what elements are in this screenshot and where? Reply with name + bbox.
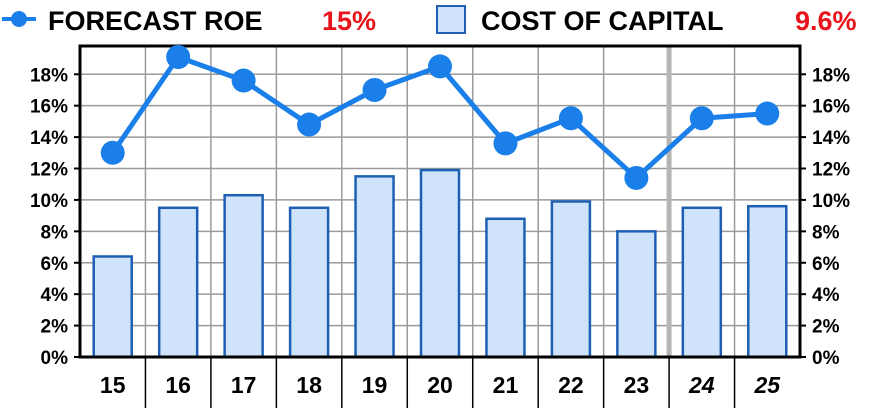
legend-roe-label: FORECAST ROE bbox=[48, 6, 263, 36]
legend: FORECAST ROE 15% COST OF CAPITAL 9.6% bbox=[2, 5, 857, 36]
forecast-roe-point bbox=[100, 140, 125, 165]
cost-of-capital-bar bbox=[354, 175, 395, 359]
x-tick-label: 15 bbox=[100, 372, 126, 398]
x-tick-label: 17 bbox=[231, 372, 257, 398]
forecast-roe-point bbox=[297, 112, 322, 137]
y-tick-label-right: 0% bbox=[812, 348, 840, 369]
y-tick-label-left: 10% bbox=[30, 191, 68, 212]
x-tick-label: 20 bbox=[427, 372, 453, 398]
cost-of-capital-bar bbox=[485, 217, 526, 359]
y-tick-label-left: 14% bbox=[30, 128, 68, 149]
forecast-roe-point bbox=[428, 54, 452, 79]
x-tick-label: 24 bbox=[688, 372, 715, 398]
legend-coc-label: COST OF CAPITAL bbox=[481, 6, 724, 36]
y-tick-label-left: 8% bbox=[41, 222, 69, 243]
y-tick-label-left: 4% bbox=[41, 285, 69, 306]
forecast-roe-line bbox=[100, 44, 780, 190]
cost-of-capital-bar bbox=[288, 206, 330, 359]
x-tick-label: 22 bbox=[558, 372, 584, 398]
forecast-roe-point bbox=[558, 106, 583, 131]
tick-labels: 0% 0% 2% 2% 4% 4% 6% 6% 8% 8% 10% 10% 12% 12% 14% 14% 16… bbox=[30, 65, 850, 398]
y-tick-label-right: 12% bbox=[812, 160, 850, 181]
y-tick-label-right: 16% bbox=[812, 97, 850, 118]
y-tick-label-left: 2% bbox=[41, 317, 69, 338]
legend-coc-value: 9.6% bbox=[795, 6, 857, 36]
cost-of-capital-bar bbox=[747, 204, 788, 359]
forecast-roe-point bbox=[362, 77, 387, 102]
x-tick-label: 23 bbox=[624, 372, 650, 398]
axes bbox=[74, 44, 806, 408]
x-tick-label: 19 bbox=[362, 372, 388, 398]
cost-of-capital-bar bbox=[616, 230, 657, 359]
x-tick-label: 25 bbox=[753, 372, 781, 398]
cost-of-capital-bar bbox=[550, 200, 592, 359]
forecast-roe-point bbox=[755, 101, 780, 126]
y-tick-label-left: 16% bbox=[30, 97, 68, 118]
plot-frame bbox=[78, 44, 802, 359]
x-tick-label: 16 bbox=[165, 372, 191, 398]
forecast-roe-point bbox=[493, 131, 518, 156]
cost-of-capital-bar bbox=[223, 193, 264, 359]
y-tick-label-right: 6% bbox=[812, 254, 840, 275]
legend-roe-marker-icon bbox=[11, 11, 27, 27]
y-tick-label-right: 8% bbox=[812, 222, 840, 243]
forecast-roe-point bbox=[231, 68, 256, 93]
cost-of-capital-bar bbox=[157, 206, 199, 359]
y-tick-label-right: 10% bbox=[812, 191, 850, 212]
legend-coc-swatch-icon bbox=[436, 5, 466, 34]
cost-of-capital-bar bbox=[419, 168, 461, 359]
y-tick-label-right: 2% bbox=[812, 317, 840, 338]
forecast-roe-point bbox=[624, 165, 649, 190]
y-tick-label-left: 0% bbox=[41, 348, 69, 369]
y-tick-label-left: 12% bbox=[30, 160, 68, 181]
y-tick-label-right: 4% bbox=[812, 285, 840, 306]
x-tick-label: 18 bbox=[296, 372, 322, 398]
y-tick-label-left: 18% bbox=[30, 65, 68, 86]
x-tick-label: 21 bbox=[493, 372, 519, 398]
forecast-roe-point bbox=[166, 44, 191, 69]
legend-roe-value: 15% bbox=[322, 6, 376, 36]
cost-of-capital-bars bbox=[92, 168, 788, 359]
y-tick-label-right: 14% bbox=[812, 128, 850, 149]
y-tick-label-right: 18% bbox=[812, 65, 850, 86]
y-tick-label-left: 6% bbox=[41, 254, 69, 275]
cost-of-capital-bar bbox=[681, 206, 723, 359]
cost-of-capital-bar bbox=[92, 255, 133, 359]
forecast-roe-point bbox=[689, 106, 714, 131]
